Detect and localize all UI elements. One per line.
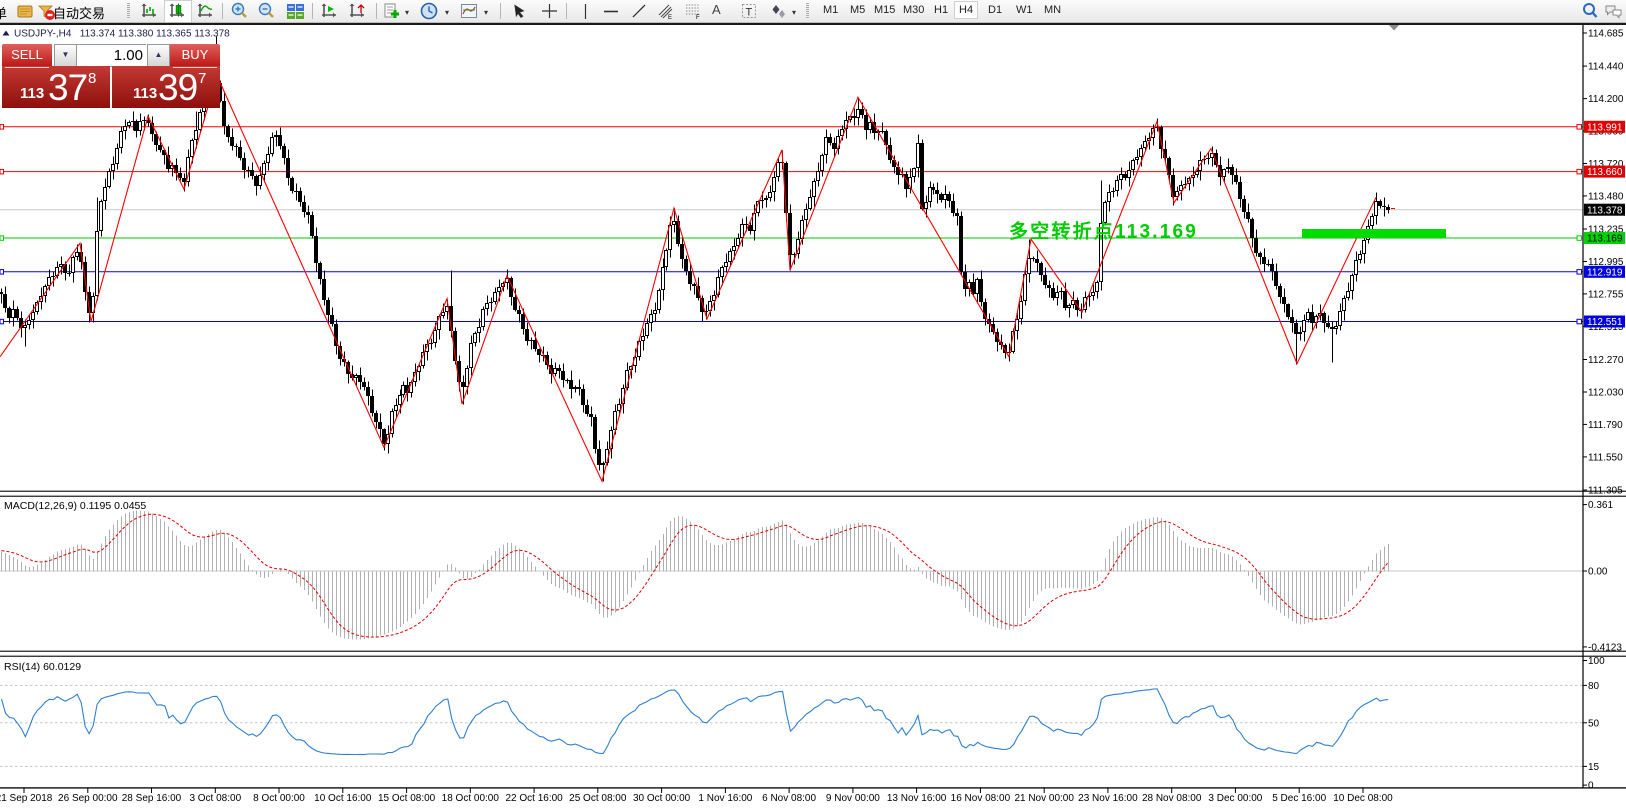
svg-text:10 Dec 08:00: 10 Dec 08:00 xyxy=(1333,793,1393,804)
svg-text:50: 50 xyxy=(1588,718,1600,729)
svg-text:13 Nov 16:00: 13 Nov 16:00 xyxy=(887,793,947,804)
svg-text:10 Oct 16:00: 10 Oct 16:00 xyxy=(314,793,372,804)
svg-text:26 Sep 00:00: 26 Sep 00:00 xyxy=(58,793,118,804)
svg-text:18 Oct 00:00: 18 Oct 00:00 xyxy=(442,793,500,804)
svg-text:21 Nov 00:00: 21 Nov 00:00 xyxy=(1014,793,1074,804)
svg-text:112.995: 112.995 xyxy=(1588,257,1624,268)
svg-text:0.00: 0.00 xyxy=(1588,567,1608,578)
svg-text:111.550: 111.550 xyxy=(1588,452,1623,463)
svg-text:113.660: 113.660 xyxy=(1587,167,1623,178)
svg-text:3 Dec 00:00: 3 Dec 00:00 xyxy=(1208,793,1262,804)
svg-text:RSI(14) 60.0129: RSI(14) 60.0129 xyxy=(4,661,81,673)
svg-text:15: 15 xyxy=(1588,762,1600,773)
svg-text:1 Nov 16:00: 1 Nov 16:00 xyxy=(698,793,752,804)
svg-text:113.378: 113.378 xyxy=(1587,205,1623,216)
svg-text:8 Oct 00:00: 8 Oct 00:00 xyxy=(253,793,305,804)
svg-text:-0.4123: -0.4123 xyxy=(1588,642,1622,653)
svg-text:113.991: 113.991 xyxy=(1587,122,1623,133)
svg-text:112.919: 112.919 xyxy=(1587,267,1623,278)
svg-text:9 Nov 00:00: 9 Nov 00:00 xyxy=(826,793,880,804)
svg-text:113.235: 113.235 xyxy=(1588,225,1624,236)
svg-text:USDJPY-,H4 113.374 113.380 1: USDJPY-,H4 113.374 113.380 113.365 113.3… xyxy=(14,29,230,40)
svg-text:112.030: 112.030 xyxy=(1588,388,1624,399)
svg-text:3 Oct 08:00: 3 Oct 08:00 xyxy=(189,793,241,804)
svg-text:MACD(12,26,9) 0.1195 0.0455: MACD(12,26,9) 0.1195 0.0455 xyxy=(4,500,146,512)
svg-text:15 Oct 08:00: 15 Oct 08:00 xyxy=(378,793,436,804)
svg-text:23 Nov 16:00: 23 Nov 16:00 xyxy=(1078,793,1138,804)
svg-text:多空转折点113.169: 多空转折点113.169 xyxy=(1009,220,1198,243)
svg-text:113.720: 113.720 xyxy=(1588,159,1624,170)
svg-text:0.361: 0.361 xyxy=(1588,500,1613,511)
svg-text:0: 0 xyxy=(1588,781,1594,792)
svg-text:F: F xyxy=(696,15,700,21)
svg-text:5 Dec 16:00: 5 Dec 16:00 xyxy=(1272,793,1326,804)
svg-text:30 Oct 00:00: 30 Oct 00:00 xyxy=(633,793,691,804)
svg-text:6 Nov 08:00: 6 Nov 08:00 xyxy=(762,793,816,804)
svg-text:80: 80 xyxy=(1588,681,1600,692)
svg-text:114.200: 114.200 xyxy=(1588,94,1624,105)
svg-text:114.685: 114.685 xyxy=(1588,29,1624,40)
svg-text:111.790: 111.790 xyxy=(1588,420,1623,431)
svg-text:16 Nov 08:00: 16 Nov 08:00 xyxy=(951,793,1011,804)
svg-text:111.305: 111.305 xyxy=(1588,486,1623,497)
svg-text:113.169: 113.169 xyxy=(1587,234,1623,245)
svg-text:114.440: 114.440 xyxy=(1588,62,1624,73)
svg-text:21 Sep 2018: 21 Sep 2018 xyxy=(0,793,53,804)
svg-text:112.755: 112.755 xyxy=(1588,289,1624,300)
svg-text:25 Oct 08:00: 25 Oct 08:00 xyxy=(569,793,627,804)
svg-text:113.480: 113.480 xyxy=(1588,191,1624,202)
svg-text:T: T xyxy=(746,7,753,19)
svg-text:22 Oct 16:00: 22 Oct 16:00 xyxy=(505,793,563,804)
svg-text:28 Nov 08:00: 28 Nov 08:00 xyxy=(1142,793,1202,804)
svg-text:112.270: 112.270 xyxy=(1588,355,1624,366)
svg-text:100: 100 xyxy=(1588,656,1605,667)
svg-text:28 Sep 16:00: 28 Sep 16:00 xyxy=(122,793,182,804)
svg-text:E: E xyxy=(668,15,672,21)
svg-text:112.551: 112.551 xyxy=(1587,317,1623,328)
